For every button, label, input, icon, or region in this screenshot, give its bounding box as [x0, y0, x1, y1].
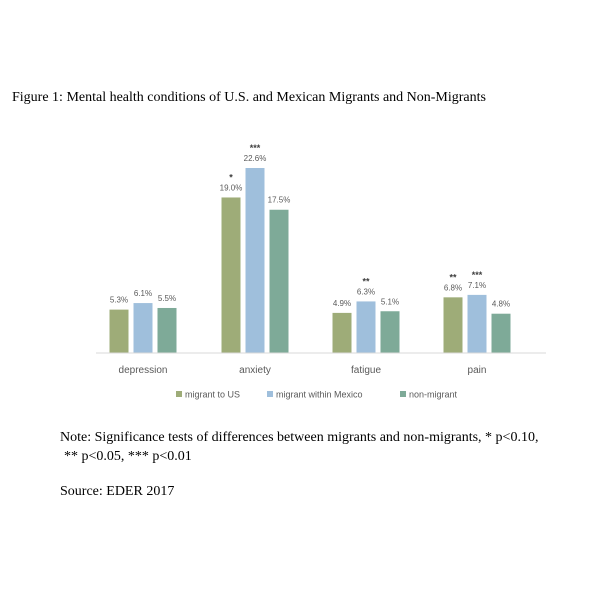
data-label: 6.1%: [134, 289, 152, 298]
bar-anxiety-0: [221, 197, 241, 353]
bar-depression-1: [133, 303, 153, 353]
labels-group: 5.3%6.1%5.5%depression19.0%*22.6%***17.5…: [110, 143, 510, 376]
data-label: 5.5%: [158, 294, 176, 303]
bar-chart: 5.3%6.1%5.5%depression19.0%*22.6%***17.5…: [96, 143, 546, 400]
legend-swatch-1: [267, 391, 273, 397]
legend: migrant to US migrant within Mexico non-mi…: [176, 390, 458, 400]
data-label: 5.1%: [381, 297, 399, 306]
figure-title: Figure 1: Mental health conditions of U.…: [12, 90, 486, 105]
bar-pain-0: [443, 297, 463, 353]
data-label: 5.3%: [110, 296, 128, 305]
bar-anxiety-1: [245, 168, 265, 353]
bar-fatigue-1: [356, 301, 376, 353]
category-label-anxiety: anxiety: [239, 365, 271, 376]
legend-label-1: migrant within Mexico: [276, 390, 363, 400]
data-label: 7.1%: [468, 281, 486, 290]
bar-pain-2: [491, 313, 511, 353]
category-label-depression: depression: [119, 365, 168, 376]
bar-anxiety-2: [269, 209, 289, 353]
legend-label-2: non-migrant: [409, 390, 458, 400]
category-label-pain: pain: [468, 365, 487, 376]
legend-swatch-0: [176, 391, 182, 397]
category-label-fatigue: fatigue: [351, 365, 381, 376]
significance-marker: ***: [250, 143, 261, 153]
bar-depression-2: [157, 307, 177, 353]
data-label: 6.8%: [444, 283, 462, 292]
legend-label-0: migrant to US: [185, 390, 240, 400]
significance-marker: **: [449, 272, 457, 282]
significance-marker: **: [362, 276, 370, 286]
significance-marker: *: [229, 172, 233, 182]
bar-fatigue-2: [380, 311, 400, 353]
data-label: 6.3%: [357, 287, 375, 296]
source: Source: EDER 2017: [60, 484, 175, 499]
bar-pain-1: [467, 294, 487, 353]
bars-group: [109, 168, 511, 353]
significance-marker: ***: [472, 270, 483, 280]
data-label: 22.6%: [244, 154, 267, 163]
bar-fatigue-0: [332, 312, 352, 353]
legend-swatch-2: [400, 391, 406, 397]
data-label: 4.8%: [492, 300, 510, 309]
data-label: 4.9%: [333, 299, 351, 308]
note-line-2: ** p<0.05, *** p<0.01: [64, 449, 192, 464]
data-label: 19.0%: [220, 183, 243, 192]
note-line-1: Note: Significance tests of differences …: [60, 430, 539, 445]
data-label: 17.5%: [268, 196, 291, 205]
bar-depression-0: [109, 309, 129, 353]
note: Note: Significance tests of differences …: [60, 428, 580, 466]
